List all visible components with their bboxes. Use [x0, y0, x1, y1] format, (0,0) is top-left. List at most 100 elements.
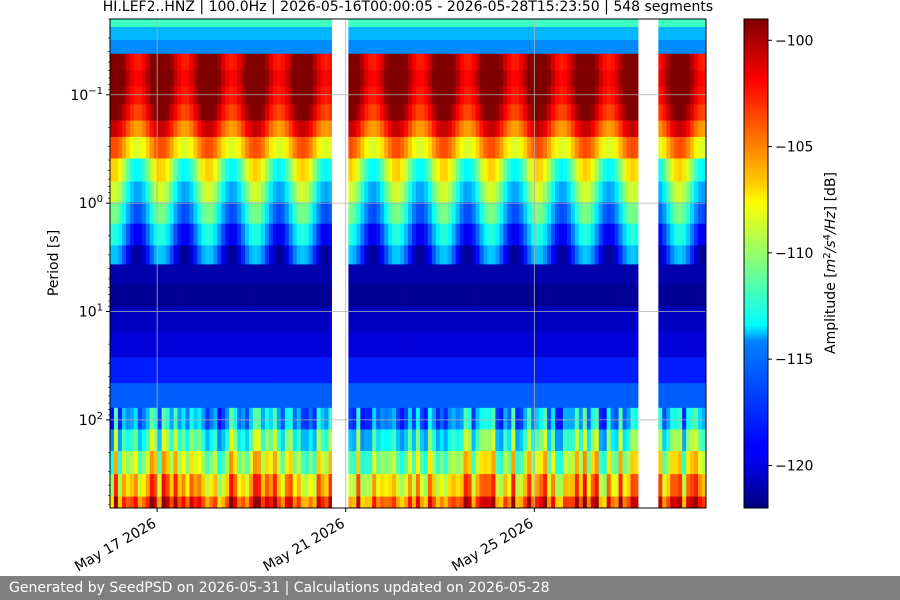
heatmap-cell	[404, 70, 409, 87]
heatmap-cell	[479, 407, 484, 430]
heatmap-cell	[292, 53, 298, 71]
heatmap-cell	[193, 40, 198, 55]
heatmap-cell	[435, 223, 441, 246]
heatmap-cell	[110, 245, 115, 265]
heatmap-cell	[221, 407, 226, 430]
heatmap-cell	[253, 86, 258, 105]
heatmap-cell	[543, 307, 548, 333]
heatmap-cell	[698, 383, 703, 409]
heatmap-cell	[141, 40, 147, 55]
heatmap-cell	[201, 181, 206, 203]
heatmap-cell	[245, 264, 250, 285]
heatmap-cell	[566, 474, 572, 497]
heatmap-cell	[690, 181, 695, 203]
heatmap-cell	[173, 451, 178, 475]
heatmap-cell	[558, 307, 564, 333]
heatmap-cell	[129, 136, 135, 159]
heatmap-cell	[408, 120, 413, 138]
heatmap-cell	[352, 104, 357, 122]
heatmap-cell	[622, 40, 627, 55]
heatmap-cell	[666, 19, 671, 28]
heatmap-cell	[117, 86, 123, 105]
heatmap-cell	[606, 332, 612, 358]
heatmap-cell	[602, 245, 608, 265]
heatmap-cell	[360, 26, 365, 41]
heatmap-cell	[348, 120, 353, 138]
heatmap-cell	[499, 158, 504, 182]
heatmap-cell	[233, 264, 238, 285]
heatmap-cell	[288, 202, 294, 225]
heatmap-cell	[380, 496, 385, 509]
heatmap-cell	[177, 53, 182, 71]
heatmap-cell	[408, 474, 413, 497]
heatmap-cell	[300, 104, 306, 122]
heatmap-cell	[594, 158, 600, 182]
heatmap-cell	[471, 104, 476, 122]
heatmap-cell	[702, 26, 707, 41]
heatmap-cell	[245, 383, 250, 409]
heatmap-cell	[463, 223, 468, 246]
heatmap-cell	[157, 40, 163, 55]
heatmap-cell	[149, 332, 155, 358]
heatmap-cell	[423, 120, 429, 138]
heatmap-cell	[157, 357, 163, 384]
heatmap-cell	[292, 202, 298, 225]
heatmap-cell	[388, 383, 393, 409]
heatmap-cell	[439, 120, 445, 138]
heatmap-cell	[511, 223, 516, 246]
heatmap-cell	[110, 181, 115, 203]
heatmap-cell	[662, 19, 667, 28]
heatmap-cell	[173, 357, 178, 384]
heatmap-cell	[415, 357, 421, 384]
heatmap-cell	[356, 496, 361, 509]
heatmap-cell	[181, 53, 186, 71]
heatmap-cell	[237, 307, 242, 333]
heatmap-cell	[257, 357, 262, 384]
heatmap-cell	[380, 474, 385, 497]
heatmap-cell	[328, 474, 333, 497]
heatmap-cell	[419, 120, 425, 138]
heatmap-cell	[415, 496, 421, 509]
heatmap-cell	[384, 104, 389, 122]
heatmap-cell	[173, 332, 178, 358]
heatmap-cell	[431, 223, 437, 246]
heatmap-cell	[503, 451, 508, 475]
heatmap-cell	[292, 407, 298, 430]
heatmap-cell	[137, 383, 143, 409]
heatmap-cell	[133, 70, 139, 87]
heatmap-cell	[404, 307, 409, 333]
heatmap-cell	[356, 332, 361, 358]
heatmap-cell	[475, 496, 480, 509]
heatmap-cell	[169, 496, 174, 509]
heatmap-cell	[360, 53, 365, 71]
heatmap-cell	[431, 19, 437, 28]
heatmap-cell	[280, 264, 286, 285]
heatmap-cell	[419, 86, 425, 105]
heatmap-cell	[268, 70, 274, 87]
heatmap-cell	[121, 158, 127, 182]
heatmap-cell	[117, 70, 123, 87]
heatmap-cell	[197, 474, 202, 497]
heatmap-cell	[181, 181, 186, 203]
heatmap-cell	[408, 26, 413, 41]
heatmap-cell	[471, 181, 476, 203]
heatmap-cell	[376, 104, 381, 122]
heatmap-cell	[491, 181, 496, 203]
heatmap-cell	[237, 26, 242, 41]
heatmap-cell	[185, 332, 190, 358]
heatmap-cell	[547, 120, 552, 138]
heatmap-cell	[443, 474, 449, 497]
heatmap-cell	[356, 245, 361, 265]
heatmap-cell	[562, 332, 568, 358]
heatmap-cell	[459, 474, 465, 497]
heatmap-cell	[157, 307, 163, 333]
heatmap-cell	[630, 104, 635, 122]
heatmap-cell	[400, 202, 405, 225]
heatmap-cell	[431, 40, 437, 55]
heatmap-cell	[570, 357, 576, 384]
heatmap-cell	[471, 429, 476, 452]
heatmap-cell	[594, 474, 600, 497]
heatmap-cell	[260, 474, 266, 497]
heatmap-cell	[388, 120, 393, 138]
heatmap-cell	[110, 474, 115, 497]
